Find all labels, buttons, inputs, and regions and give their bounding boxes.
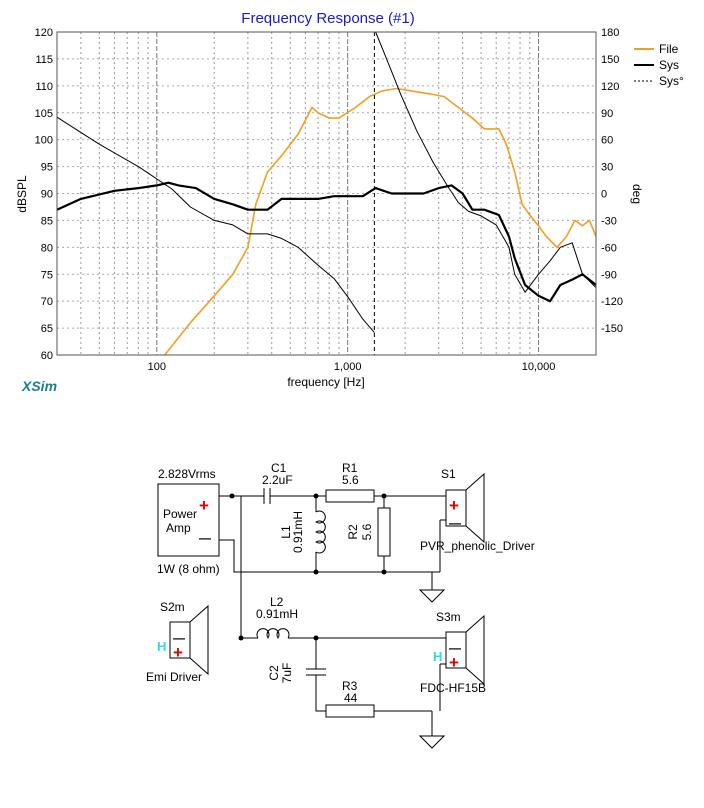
y-tick-label: 90	[41, 189, 53, 201]
y-axis-right: -150 -120 -90 -60 -30 0 30 60 90 120 150 180	[601, 27, 623, 335]
r1-name: R1	[342, 461, 358, 475]
s2m-minus: —	[173, 631, 185, 645]
inductor-l2[interactable]	[256, 628, 290, 639]
y-axis-left: 60 65 70 75 80 85 90 95 100 105 110 115 120	[35, 27, 53, 362]
y-tick-label: 85	[41, 215, 53, 227]
y2-tick-label: -90	[601, 269, 617, 281]
s1-driver-label: PVR_phenolic_Driver	[420, 539, 535, 553]
r3-value: 44	[344, 691, 358, 705]
amp-plus: +	[199, 496, 209, 515]
y-tick-label: 70	[41, 296, 53, 308]
resistor-r3[interactable]	[325, 704, 375, 718]
y-tick-label: 100	[35, 135, 53, 147]
y2-tick-label: 180	[601, 27, 619, 39]
series-line-sys	[56, 181, 597, 303]
y-tick-label: 80	[41, 242, 53, 254]
source-voltage: 2.828Vrms	[158, 467, 216, 481]
s1-plus: +	[449, 496, 459, 515]
legend: File Sys Sys°	[634, 42, 684, 88]
s3m-minus: —	[449, 641, 461, 655]
y-tick-label: 60	[41, 350, 53, 362]
s3m-name: S3m	[436, 610, 461, 624]
legend-label: Sys	[659, 58, 679, 72]
s3m-plus: +	[449, 653, 459, 672]
capacitor-c2[interactable]	[306, 668, 326, 676]
grid	[57, 32, 596, 355]
y-tick-label: 65	[41, 323, 53, 335]
l1-name: L1	[279, 525, 293, 539]
s1-minus: —	[449, 516, 461, 530]
s1-name: S1	[441, 467, 456, 481]
amp-label-amp: Amp	[166, 521, 191, 535]
s2m-h-mark: H	[157, 639, 166, 654]
x-tick-label: 100	[148, 361, 166, 373]
y-tick-label: 75	[41, 269, 53, 281]
x-tick-label: 10,000	[522, 361, 556, 373]
y2-tick-label: 60	[601, 135, 613, 147]
l2-name: L2	[270, 595, 284, 609]
driver-s1[interactable]: + —	[445, 472, 485, 544]
driver-s2m[interactable]: — + H	[157, 604, 209, 676]
l1-value: 0.91mH	[291, 511, 305, 553]
c1-name: C1	[271, 461, 287, 475]
y-axis-label: dBSPL	[15, 175, 29, 213]
y2-tick-label: -120	[601, 296, 623, 308]
plot-frame	[56, 31, 597, 356]
ground-symbol-2	[418, 735, 446, 749]
y2-tick-label: -30	[601, 215, 617, 227]
y-tick-label: 95	[41, 162, 53, 174]
resistor-r2[interactable]	[377, 507, 391, 557]
resistor-r1[interactable]	[325, 489, 375, 503]
inductor-l1[interactable]	[315, 510, 326, 554]
series-line-file	[164, 87, 597, 356]
r1-value: 5.6	[342, 473, 359, 487]
y-tick-label: 105	[35, 108, 53, 120]
ground-symbol-1	[418, 589, 446, 603]
x-axis: 100 1,000 10,000	[148, 361, 556, 373]
y-tick-label: 120	[35, 27, 53, 39]
chart-title: Frequency Response (#1)	[241, 10, 414, 27]
y2-tick-label: 150	[601, 54, 619, 66]
s2m-plus: +	[173, 643, 183, 662]
x-axis-label: frequency [Hz]	[287, 375, 364, 389]
crossover-schematic: Power Amp + — 2.828Vrms 1W (8 ohm) C1 2.…	[146, 461, 535, 749]
amp-power-rating: 1W (8 ohm)	[157, 562, 220, 576]
r2-value: 5.6	[360, 523, 374, 540]
s3m-driver-label: FDC-HF15B	[420, 681, 486, 695]
amp-label-power: Power	[163, 507, 197, 521]
c1-value: 2.2uF	[262, 473, 293, 487]
y-tick-label: 115	[35, 54, 53, 66]
y2-axis-label: deg	[630, 184, 644, 204]
amp-minus: —	[199, 531, 211, 545]
r2-name: R2	[346, 524, 360, 540]
l2-value: 0.91mH	[256, 607, 298, 621]
c2-value: 7uF	[280, 663, 294, 684]
c2-name: C2	[267, 665, 281, 681]
y-tick-label: 110	[35, 81, 53, 93]
xsim-watermark: XSim	[21, 378, 57, 394]
driver-s3m[interactable]: — + H	[433, 614, 485, 686]
s2m-name: S2m	[160, 600, 185, 614]
y2-tick-label: -60	[601, 242, 617, 254]
power-amp[interactable]: Power Amp + —	[157, 483, 220, 557]
s2m-driver-label: Emi Driver	[146, 670, 202, 684]
y2-tick-label: 90	[601, 108, 613, 120]
legend-label: File	[659, 42, 679, 56]
r3-name: R3	[342, 679, 358, 693]
s3m-h-mark: H	[433, 649, 442, 664]
legend-label: Sys°	[659, 74, 684, 88]
frequency-response-chart: Frequency Response (#1) 60 65 70 75 80 85 90 95…	[15, 10, 684, 394]
y2-tick-label: 120	[601, 81, 619, 93]
series-line-sys-phase	[56, 31, 597, 333]
x-tick-label: 1,000	[334, 361, 362, 373]
y2-tick-label: 30	[601, 162, 613, 174]
y2-tick-label: -150	[601, 323, 623, 335]
y2-tick-label: 0	[601, 189, 607, 201]
